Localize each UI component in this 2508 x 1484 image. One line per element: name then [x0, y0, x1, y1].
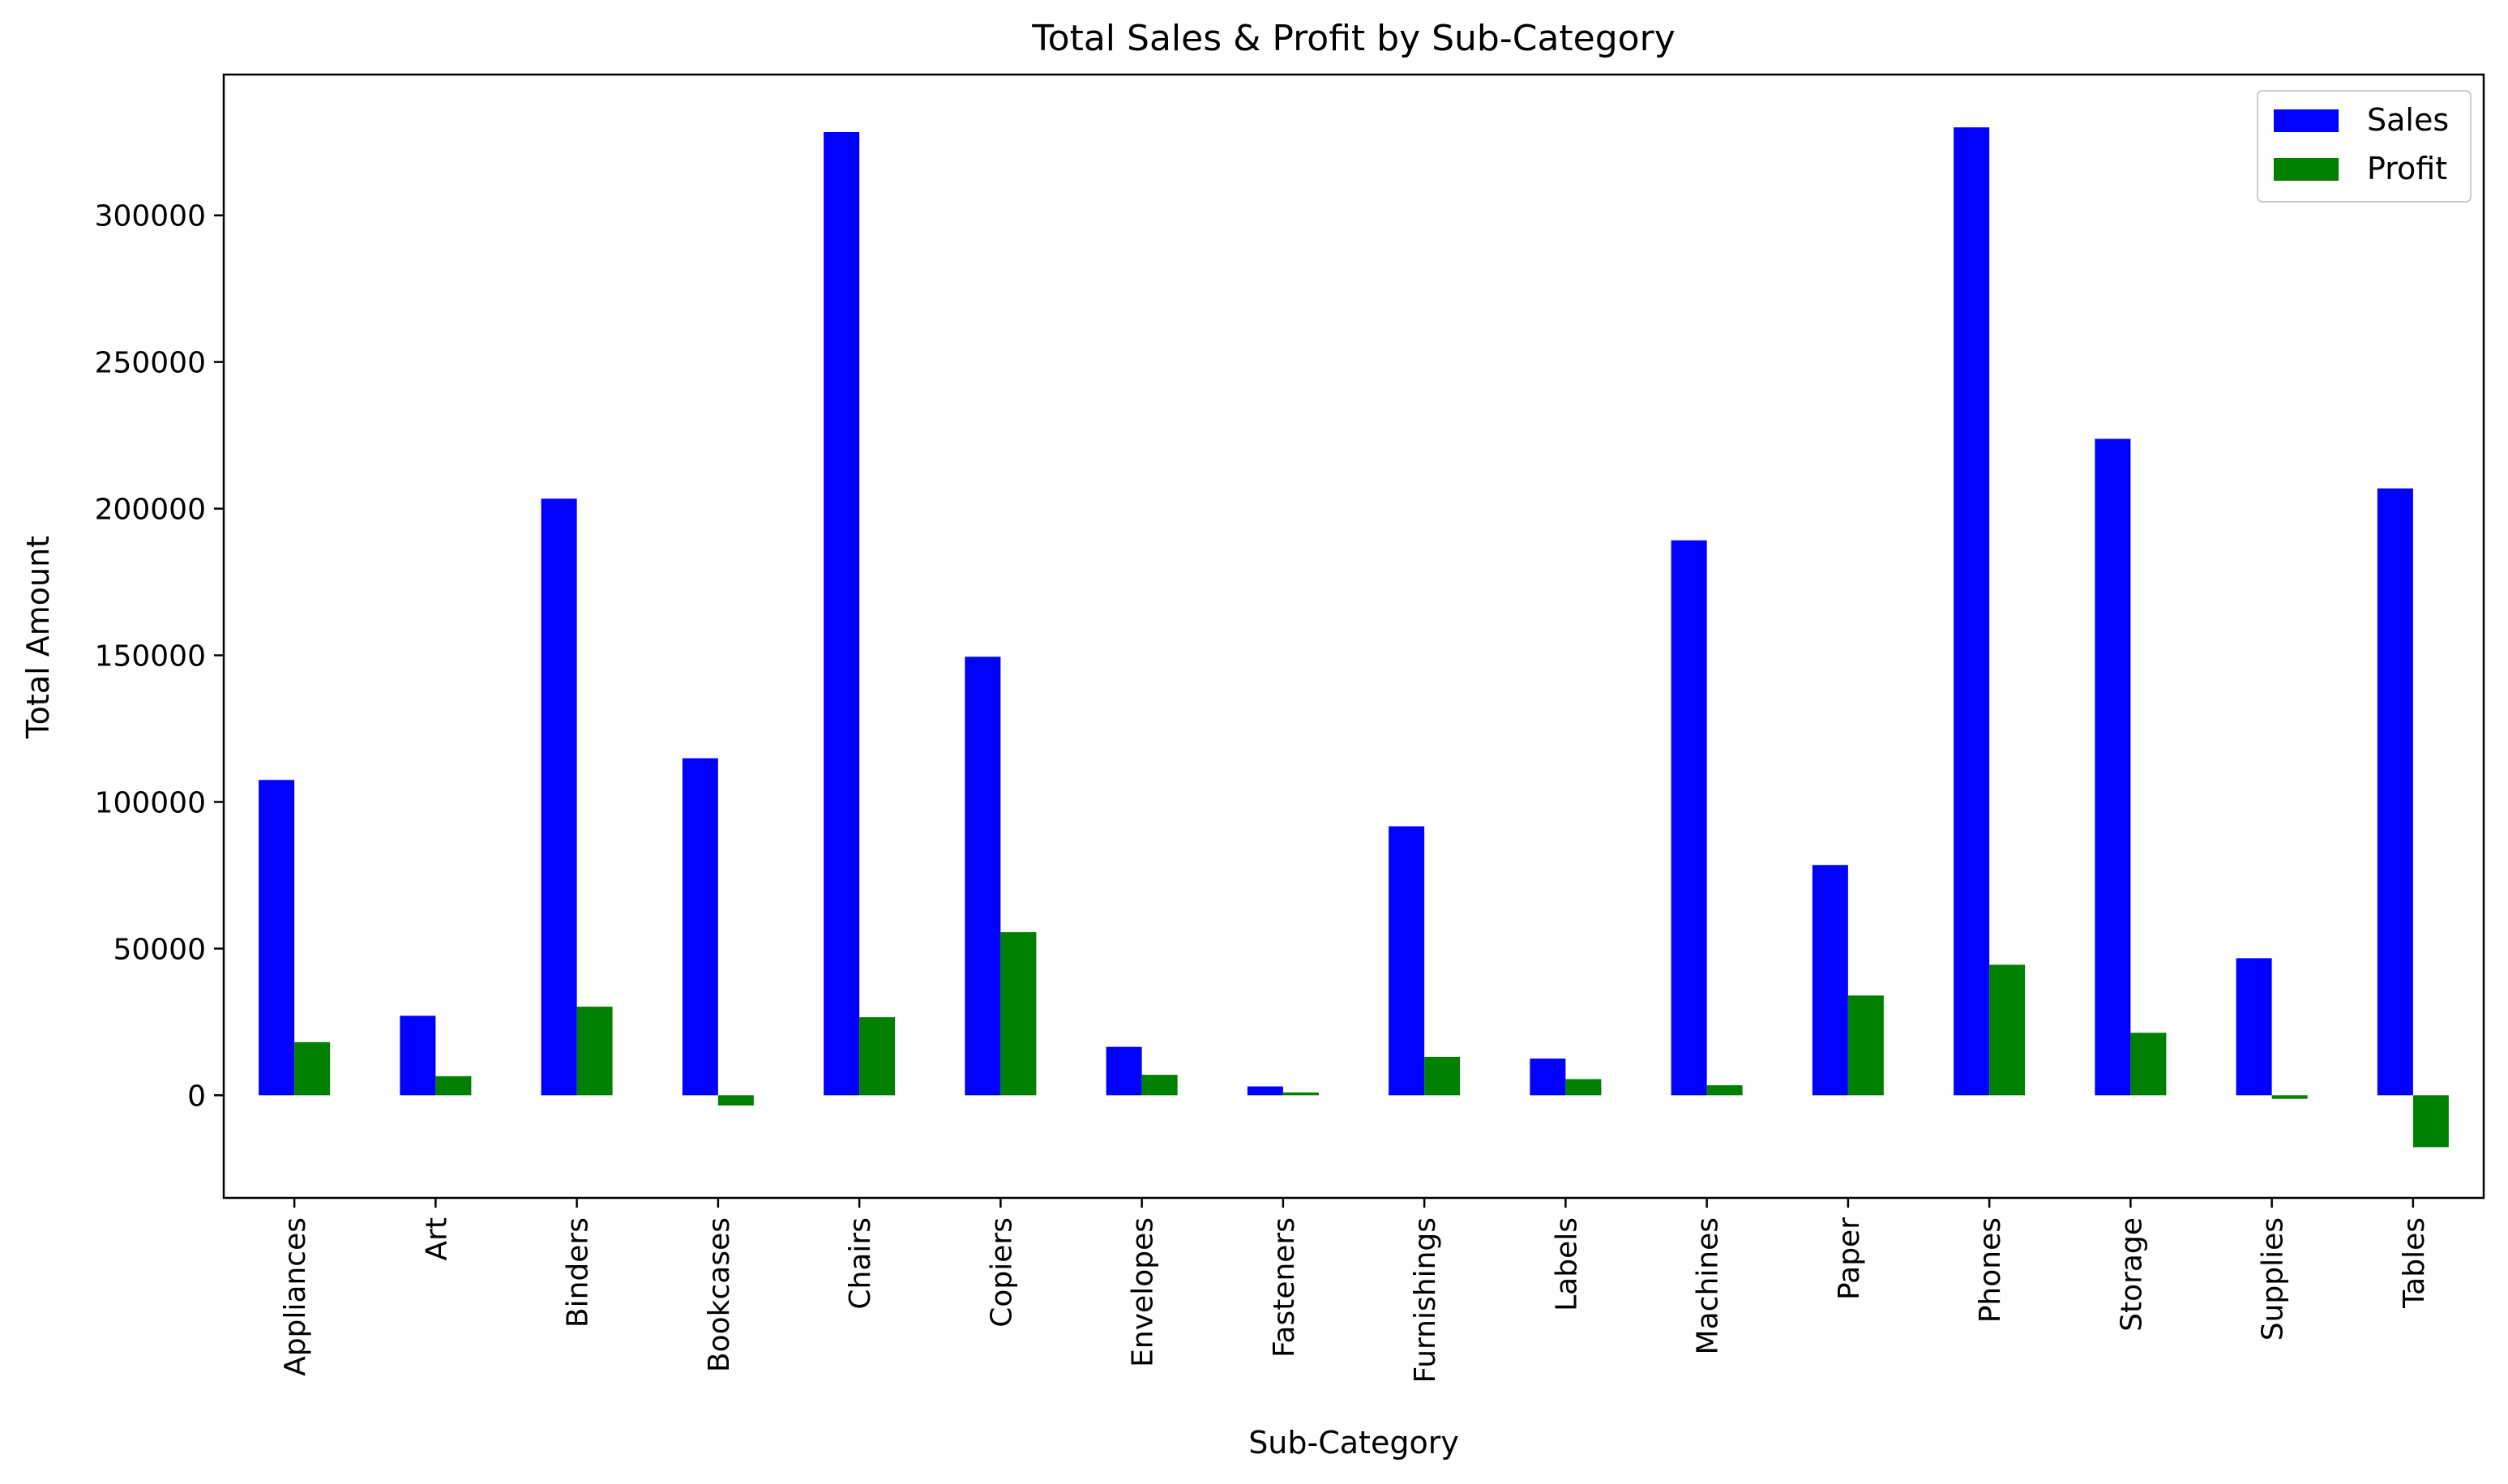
x-tick-label: Art [420, 1217, 453, 1261]
legend-label-sales: Sales [2367, 102, 2449, 138]
bar-profit-furnishings [1424, 1056, 1461, 1096]
bar-profit-phones [1989, 964, 2026, 1096]
bar-sales-paper [1812, 865, 1848, 1096]
bar-sales-machines [1671, 540, 1707, 1096]
legend-swatch-profit [2274, 158, 2339, 181]
x-tick-label: Furnishings [1409, 1217, 1442, 1383]
bar-sales-supplies [2236, 958, 2272, 1096]
x-tick-label: Copiers [985, 1217, 1018, 1328]
bar-sales-furnishings [1389, 826, 1425, 1096]
y-tick-label: 200000 [95, 494, 206, 527]
bar-sales-tables [2377, 488, 2413, 1096]
bar-profit-tables [2412, 1095, 2449, 1148]
y-tick-label: 50000 [113, 933, 206, 966]
bar-sales-appliances [259, 780, 295, 1096]
plot-frame [222, 73, 2485, 1200]
bar-profit-appliances [294, 1041, 331, 1096]
bar-profit-copiers [1000, 932, 1037, 1096]
x-axis-label: Sub-Category [1248, 1425, 1459, 1460]
x-tick-label: Chairs [844, 1217, 877, 1310]
bar-sales-chairs [824, 131, 860, 1096]
legend-swatch-sales [2274, 109, 2339, 132]
x-tick-label: Machines [1692, 1217, 1725, 1354]
bar-profit-binders [576, 1007, 613, 1096]
x-tick-label: Paper [1833, 1217, 1866, 1300]
x-tick-label: Phones [1974, 1217, 2007, 1323]
x-axis-ticks: Appliances Art Binders Bookcases Chairs Copie… [279, 1198, 2431, 1383]
y-tick-label: 0 [187, 1080, 206, 1113]
x-tick-label: Tables [2398, 1217, 2431, 1309]
bar-profit-fasteners [1282, 1092, 1319, 1096]
bar-profit-bookcases [717, 1095, 754, 1106]
bar-profit-supplies [2271, 1095, 2308, 1099]
bar-sales-fasteners [1247, 1086, 1283, 1096]
legend-label-profit: Profit [2367, 151, 2447, 186]
y-axis-ticks: 0 50000 100000 150000 200000 250000 300000 [95, 200, 224, 1113]
y-axis-label: Total Amount [20, 536, 56, 739]
x-tick-label: Bookcases [703, 1217, 736, 1372]
x-tick-label: Fasteners [1268, 1217, 1301, 1358]
legend: Sales Profit [2257, 90, 2472, 203]
bar-sales-labels [1530, 1058, 1566, 1096]
bar-sales-bookcases [682, 758, 718, 1096]
bar-sales-binders [541, 498, 577, 1096]
bar-sales-copiers [965, 656, 1001, 1096]
bar-sales-art [400, 1016, 436, 1096]
bar-sales-storage [2095, 438, 2131, 1096]
x-tick-label: Envelopes [1127, 1217, 1160, 1367]
bar-profit-art [435, 1076, 472, 1096]
y-tick-label: 250000 [95, 347, 206, 380]
y-tick-label: 150000 [95, 640, 206, 674]
bar-profit-machines [1706, 1085, 1743, 1096]
bar-profit-chairs [859, 1017, 896, 1096]
y-tick-label: 300000 [95, 200, 206, 233]
chart-title: Total Sales & Profit by Sub-Category [1031, 18, 1675, 59]
bar-sales-envelopes [1106, 1046, 1142, 1096]
y-tick-label: 100000 [95, 786, 206, 819]
x-tick-label: Appliances [279, 1217, 312, 1376]
bars-layer [259, 127, 2449, 1148]
bar-profit-envelopes [1141, 1075, 1178, 1096]
x-tick-label: Binders [562, 1217, 595, 1328]
bar-sales-phones [1954, 127, 1990, 1096]
x-tick-label: Labels [1550, 1217, 1583, 1311]
x-tick-label: Supplies [2257, 1217, 2290, 1341]
bar-profit-storage [2130, 1033, 2167, 1096]
x-tick-label: Storage [2115, 1217, 2148, 1332]
bar-profit-labels [1565, 1079, 1602, 1096]
bar-profit-paper [1847, 995, 1884, 1096]
